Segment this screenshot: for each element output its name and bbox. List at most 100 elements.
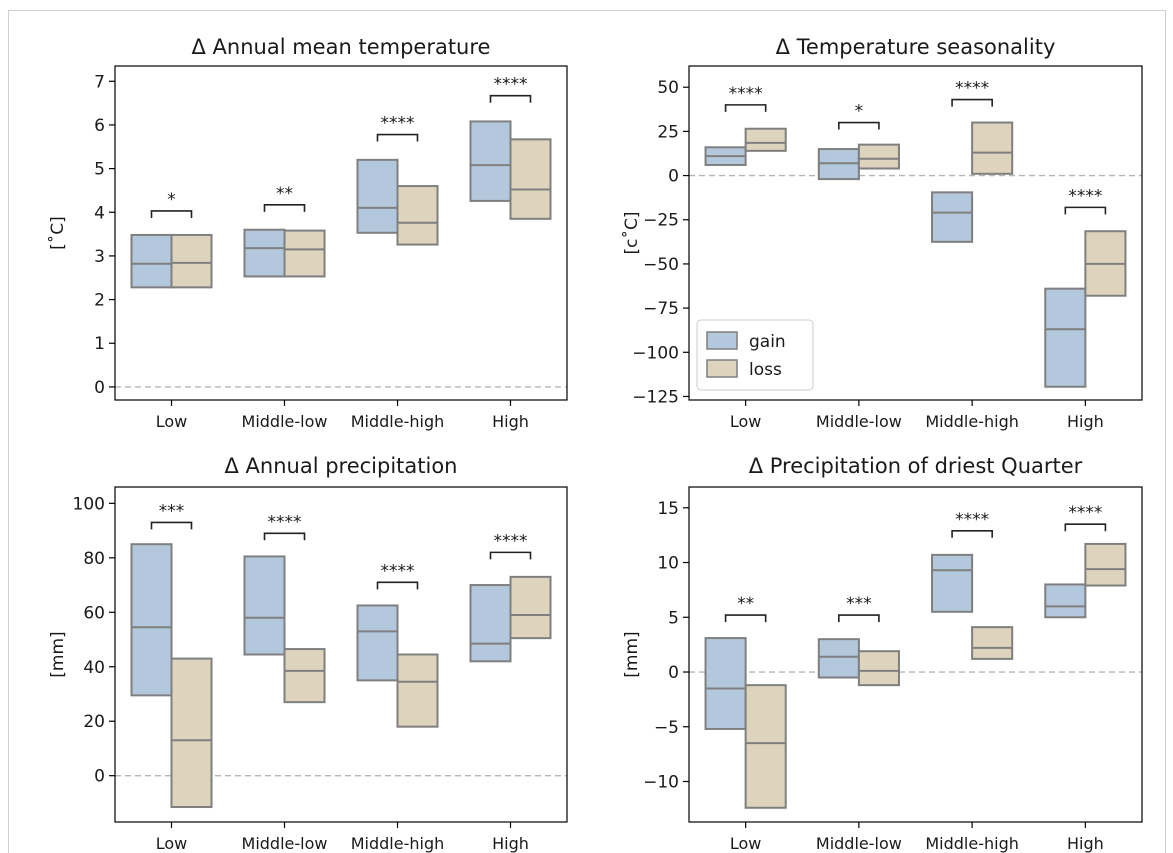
chart-title: Δ Annual precipitation xyxy=(224,454,457,478)
y-tick-label: 0 xyxy=(668,663,679,683)
y-tick-label: 1 xyxy=(94,334,105,354)
significance-label: **** xyxy=(381,561,415,581)
plot-area-frame xyxy=(114,486,568,823)
series-loss xyxy=(170,138,552,289)
box-loss-low xyxy=(744,684,787,809)
box-gain-high xyxy=(1044,583,1087,619)
y-tick-label: −75 xyxy=(643,299,679,319)
box-gain-middle-high xyxy=(356,158,399,234)
legend-swatch-loss xyxy=(706,359,738,378)
figure-frame xyxy=(8,10,1166,853)
significance-bracket xyxy=(489,94,532,103)
y-tick-label: 0 xyxy=(668,167,679,187)
y-tick-label: −5 xyxy=(654,718,679,738)
significance-bracket xyxy=(1064,523,1107,532)
box-gain-high xyxy=(1044,287,1087,388)
x-tick-label: Low xyxy=(730,412,762,431)
box-loss-middle-low xyxy=(283,648,326,704)
significance-label: * xyxy=(855,102,864,122)
significance-label: **** xyxy=(1068,503,1102,523)
box-gain-low xyxy=(130,233,173,289)
x-tick-label: Middle-low xyxy=(242,834,328,853)
significance-label: **** xyxy=(1068,186,1102,206)
box-gain-middle-high xyxy=(931,191,974,243)
chart-title: Δ Precipitation of driest Quarter xyxy=(749,454,1083,478)
x-tick-label: Middle-low xyxy=(816,412,902,431)
box-loss-low xyxy=(170,657,213,809)
significance-label: ** xyxy=(737,594,754,614)
y-tick-label: 60 xyxy=(83,603,105,623)
series-gain xyxy=(130,543,512,697)
y-tick-label: 10 xyxy=(657,554,679,574)
y-axis-label: [c˚C] xyxy=(621,212,642,255)
x-tick-label: Middle-high xyxy=(351,834,445,853)
x-tick-label: High xyxy=(1067,412,1104,431)
y-axis-label: [mm] xyxy=(622,631,642,677)
y-tick-label: 5 xyxy=(668,608,679,628)
y-tick-label: 3 xyxy=(94,247,105,267)
significance-bracket xyxy=(724,104,767,112)
y-tick-label: 4 xyxy=(94,203,105,223)
plot-area-frame xyxy=(688,486,1143,823)
y-tick-label: 7 xyxy=(94,72,105,92)
y-tick-label: 20 xyxy=(83,712,105,732)
significance-label: ** xyxy=(276,184,293,204)
box-gain-middle-low xyxy=(817,638,860,679)
y-tick-label: 15 xyxy=(657,499,679,519)
legend-label-gain: gain xyxy=(749,332,786,352)
box-loss-middle-low xyxy=(857,143,900,170)
series-loss xyxy=(744,542,1127,809)
y-tick-label: 25 xyxy=(657,122,679,142)
box-gain-high xyxy=(469,584,512,663)
box-gain-middle-high xyxy=(356,604,399,682)
box-loss-middle-high xyxy=(396,185,439,246)
y-tick-label: 2 xyxy=(94,291,105,311)
y-tick-label: −50 xyxy=(643,255,679,275)
significance-bracket xyxy=(951,529,993,538)
box-gain-low xyxy=(704,637,747,730)
box-loss-middle-high xyxy=(971,626,1014,660)
significance-label: **** xyxy=(955,79,989,99)
significance-bracket xyxy=(150,521,193,530)
y-axis-label: [mm] xyxy=(48,631,68,677)
box-loss-middle-high xyxy=(396,653,439,728)
box-loss-high xyxy=(1084,542,1127,587)
series-loss xyxy=(744,121,1127,297)
x-tick-label: Low xyxy=(156,412,188,431)
box-gain-middle-low xyxy=(243,555,286,656)
significance-label: **** xyxy=(268,512,302,532)
significance-bracket xyxy=(951,98,993,107)
significance-label: **** xyxy=(381,114,415,134)
x-tick-label: Middle-high xyxy=(925,412,1019,431)
x-tick-label: High xyxy=(492,412,529,431)
significance-bracket xyxy=(376,581,419,590)
y-tick-label: −125 xyxy=(632,387,679,407)
chart-title: Δ Temperature seasonality xyxy=(776,35,1056,59)
significance-bracket xyxy=(263,532,306,541)
box-gain-middle-low xyxy=(243,228,286,278)
x-tick-label: Low xyxy=(156,834,188,853)
significance-label: **** xyxy=(494,531,528,551)
box-gain-low xyxy=(130,543,173,697)
x-tick-label: Middle-high xyxy=(351,412,445,431)
significance-bracket xyxy=(150,210,193,218)
y-tick-label: 5 xyxy=(94,160,105,180)
box-gain-high xyxy=(469,120,512,202)
x-tick-label: Middle-high xyxy=(925,834,1019,853)
y-tick-label: 50 xyxy=(657,78,679,98)
y-axis-label: [˚C] xyxy=(47,216,68,250)
box-loss-middle-low xyxy=(283,229,326,278)
box-gain-middle-high xyxy=(931,553,974,613)
significance-label: **** xyxy=(955,510,989,530)
significance-label: **** xyxy=(729,84,763,104)
y-tick-label: 0 xyxy=(94,378,105,398)
box-loss-middle-high xyxy=(971,121,1014,175)
legend-label-loss: loss xyxy=(749,360,782,380)
legend: gain loss xyxy=(696,319,814,391)
box-loss-high xyxy=(509,138,552,220)
x-tick-label: High xyxy=(492,834,529,853)
